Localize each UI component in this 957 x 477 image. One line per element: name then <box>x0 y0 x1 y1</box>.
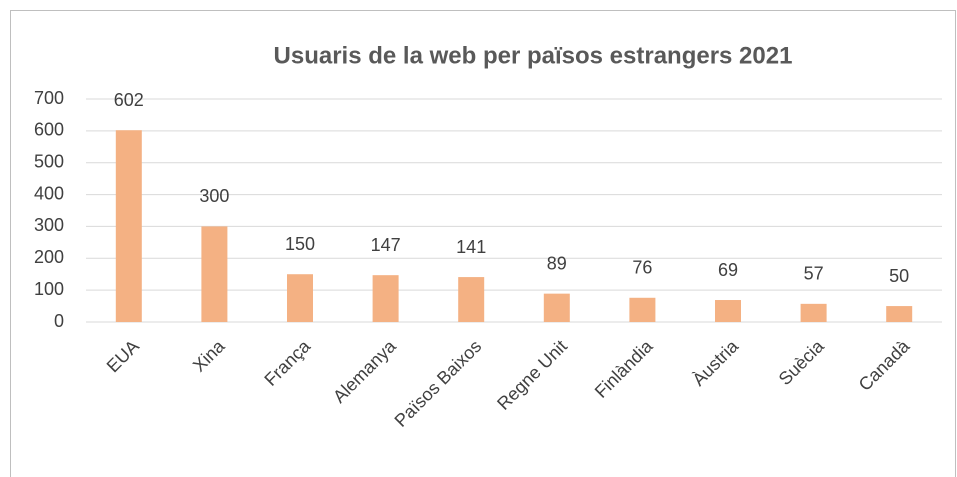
bar <box>715 300 741 322</box>
chart-title: Usuaris de la web per països estrangers … <box>274 42 793 69</box>
data-label: 89 <box>547 253 567 273</box>
data-label: 602 <box>114 90 144 110</box>
y-tick-label: 500 <box>34 151 64 171</box>
x-tick-label: Canadà <box>855 335 914 394</box>
data-label: 147 <box>371 235 401 255</box>
bar <box>458 277 485 322</box>
bar <box>886 306 913 322</box>
y-tick-label: 400 <box>34 183 64 203</box>
y-tick-label: 700 <box>34 88 64 108</box>
chart-border <box>10 10 956 477</box>
data-label: 150 <box>285 234 315 254</box>
y-tick-label: 0 <box>54 311 64 331</box>
bar <box>800 303 827 322</box>
data-label: 141 <box>456 237 486 257</box>
bar <box>287 274 313 322</box>
data-label: 300 <box>199 186 229 206</box>
x-tick-label: Suècia <box>775 335 829 389</box>
data-label: 50 <box>889 266 909 286</box>
bar <box>543 293 570 322</box>
data-label: 76 <box>632 258 652 278</box>
bar <box>115 130 142 322</box>
x-tick-label: EUA <box>103 336 143 376</box>
x-tick-label: Xina <box>189 335 229 375</box>
data-label: 57 <box>804 264 824 284</box>
x-tick-label: França <box>260 335 314 389</box>
y-tick-label: 600 <box>34 120 64 140</box>
x-tick-label: Regne Unit <box>493 336 571 414</box>
x-tick-label: Alemanya <box>329 335 400 406</box>
bar <box>201 226 228 322</box>
bar <box>372 275 399 322</box>
y-tick-label: 300 <box>34 215 64 235</box>
x-tick-label: Finlàndia <box>591 335 657 401</box>
bar <box>629 297 656 322</box>
y-tick-label: 100 <box>34 279 64 299</box>
y-tick-label: 200 <box>34 247 64 267</box>
x-tick-label: Països Baixos <box>391 336 486 431</box>
data-label: 69 <box>718 260 738 280</box>
x-tick-label: Àustria <box>688 335 742 389</box>
